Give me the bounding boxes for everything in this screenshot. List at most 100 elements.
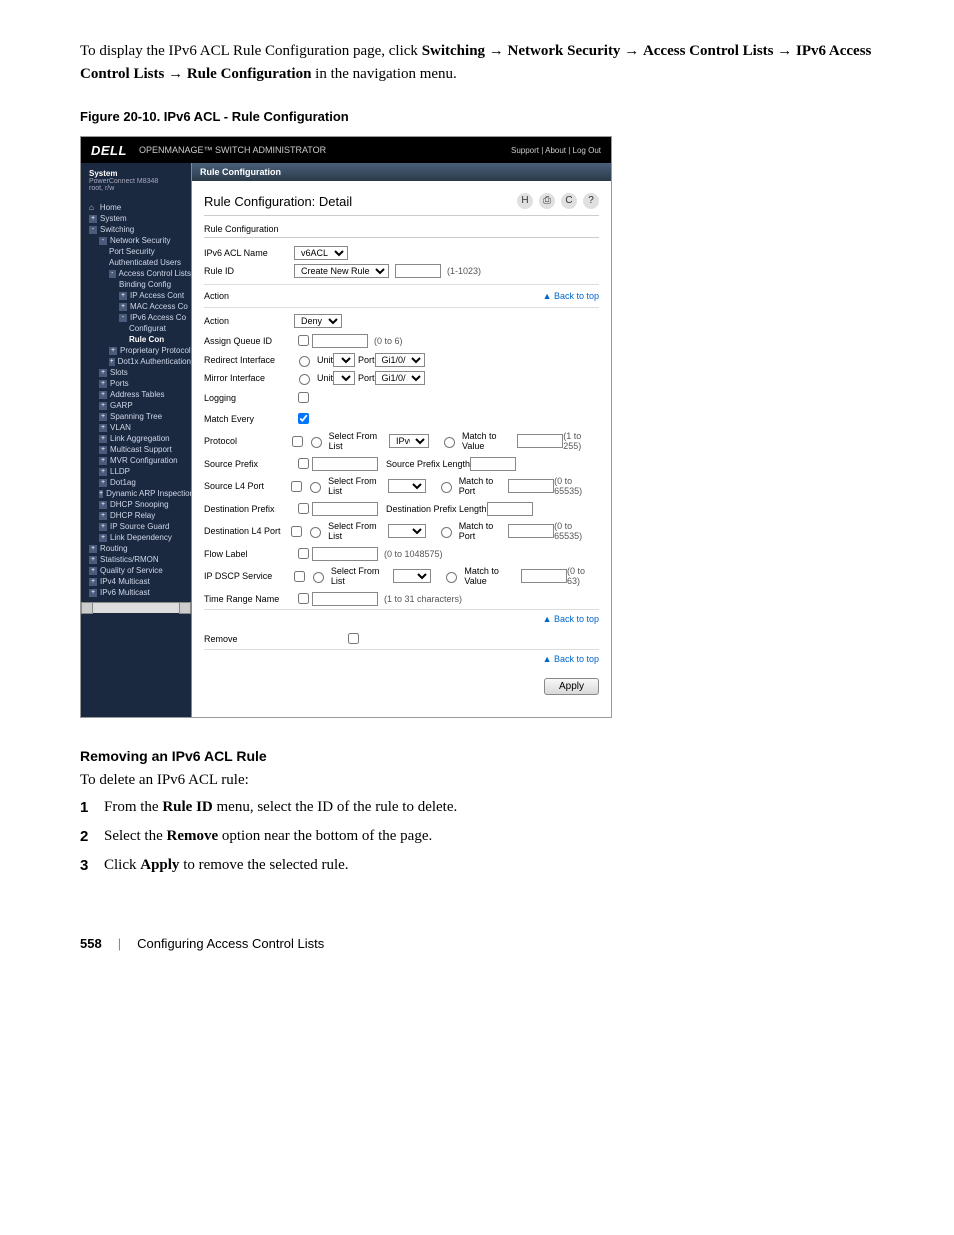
expand-icon[interactable]: +: [99, 424, 107, 432]
mirror-unit-select[interactable]: 1: [333, 371, 355, 385]
tree-item[interactable]: +DHCP Snooping: [81, 499, 191, 510]
tree-item[interactable]: +IP Access Cont: [81, 290, 191, 301]
tree-item[interactable]: +Link Dependency: [81, 532, 191, 543]
redirect-port-select[interactable]: Gi1/0/1: [375, 353, 425, 367]
print-icon[interactable]: ⎙: [539, 193, 555, 209]
tree-item[interactable]: +Dynamic ARP Inspection: [81, 488, 191, 499]
expand-icon[interactable]: +: [89, 567, 97, 575]
dst-l4-chk[interactable]: [291, 526, 302, 537]
tree-item[interactable]: +DHCP Relay: [81, 510, 191, 521]
tree-item[interactable]: +Routing: [81, 543, 191, 554]
dst-l4-port-radio[interactable]: [441, 527, 452, 538]
flow-chk[interactable]: [298, 548, 309, 559]
tree-item[interactable]: +GARP: [81, 400, 191, 411]
tree-item[interactable]: -IPv6 Access Co: [81, 312, 191, 323]
expand-icon[interactable]: +: [99, 413, 107, 421]
expand-icon[interactable]: +: [109, 347, 117, 355]
tree-item[interactable]: +Address Tables: [81, 389, 191, 400]
expand-icon[interactable]: +: [119, 292, 127, 300]
expand-icon[interactable]: +: [99, 402, 107, 410]
collapse-icon[interactable]: -: [89, 226, 97, 234]
expand-icon[interactable]: +: [99, 446, 107, 454]
dst-l4-select[interactable]: [388, 524, 425, 538]
dscp-chk[interactable]: [294, 571, 305, 582]
src-prefix-input[interactable]: [312, 457, 378, 471]
redirect-radio[interactable]: [299, 356, 310, 367]
src-l4-port-input[interactable]: [508, 479, 554, 493]
dst-l4-port-input[interactable]: [508, 524, 554, 538]
protocol-value-radio[interactable]: [444, 437, 455, 448]
scroll-right-icon[interactable]: ›: [179, 602, 191, 614]
tree-item[interactable]: Authenticated Users: [81, 257, 191, 268]
dst-prefix-input[interactable]: [312, 502, 378, 516]
tree-item[interactable]: Home: [81, 202, 191, 213]
tree-item[interactable]: +IPv4 Multicast: [81, 576, 191, 587]
tree-item[interactable]: +Multicast Support: [81, 444, 191, 455]
rule-id-input[interactable]: [395, 264, 441, 278]
dst-prefix-len-input[interactable]: [487, 502, 533, 516]
tree-item[interactable]: -Access Control Lists: [81, 268, 191, 279]
expand-icon[interactable]: +: [99, 534, 107, 542]
expand-icon[interactable]: +: [99, 380, 107, 388]
mirror-port-select[interactable]: Gi1/0/1: [375, 371, 425, 385]
expand-icon[interactable]: +: [99, 391, 107, 399]
tree-item[interactable]: +VLAN: [81, 422, 191, 433]
dscp-value-input[interactable]: [521, 569, 567, 583]
mirror-radio[interactable]: [299, 374, 310, 385]
redirect-unit-select[interactable]: 1: [333, 353, 355, 367]
logging-chk[interactable]: [298, 392, 309, 403]
tree-item[interactable]: +MVR Configuration: [81, 455, 191, 466]
expand-icon[interactable]: +: [89, 578, 97, 586]
expand-icon[interactable]: +: [99, 435, 107, 443]
back-to-top-link[interactable]: ▲ Back to top: [543, 291, 599, 301]
tree-item[interactable]: +Quality of Service: [81, 565, 191, 576]
dscp-list-radio[interactable]: [313, 572, 324, 583]
tree-item[interactable]: Port Security: [81, 246, 191, 257]
tree-item[interactable]: +Dot1x Authentication: [81, 356, 191, 367]
src-l4-list-radio[interactable]: [310, 482, 321, 493]
dst-l4-list-radio[interactable]: [310, 527, 321, 538]
src-prefix-chk[interactable]: [298, 458, 309, 469]
tree-item[interactable]: -Network Security: [81, 235, 191, 246]
time-range-chk[interactable]: [298, 593, 309, 604]
tree-item[interactable]: +Proprietary Protocol: [81, 345, 191, 356]
expand-icon[interactable]: +: [89, 556, 97, 564]
tree-item[interactable]: +Dot1ag: [81, 477, 191, 488]
tree-item[interactable]: +IP Source Guard: [81, 521, 191, 532]
expand-icon[interactable]: +: [99, 490, 103, 498]
tree-item[interactable]: Rule Con: [81, 334, 191, 345]
header-links[interactable]: Support | About | Log Out: [511, 146, 601, 155]
back-to-top-2[interactable]: ▲ Back to top: [204, 649, 599, 668]
expand-icon[interactable]: +: [109, 358, 115, 366]
tree-item[interactable]: +MAC Access Co: [81, 301, 191, 312]
tree-item[interactable]: +Slots: [81, 367, 191, 378]
tree-item[interactable]: +IPv6 Multicast: [81, 587, 191, 598]
save-icon[interactable]: H: [517, 193, 533, 209]
expand-icon[interactable]: +: [89, 215, 97, 223]
sidebar-scrollbar[interactable]: ‹ ›: [81, 602, 191, 613]
expand-icon[interactable]: +: [99, 457, 107, 465]
tree-item[interactable]: +Spanning Tree: [81, 411, 191, 422]
expand-icon[interactable]: +: [89, 589, 97, 597]
tree-item[interactable]: +Ports: [81, 378, 191, 389]
protocol-list-radio[interactable]: [311, 437, 322, 448]
dst-prefix-chk[interactable]: [298, 503, 309, 514]
assign-queue-chk[interactable]: [298, 335, 309, 346]
dscp-select[interactable]: [393, 569, 431, 583]
flow-input[interactable]: [312, 547, 378, 561]
match-every-chk[interactable]: [298, 413, 309, 424]
acl-name-select[interactable]: v6ACL: [294, 246, 348, 260]
tree-item[interactable]: +System: [81, 213, 191, 224]
back-to-top-1[interactable]: ▲ Back to top: [204, 609, 599, 628]
tree-item[interactable]: -Switching: [81, 224, 191, 235]
protocol-chk[interactable]: [292, 436, 303, 447]
protocol-select[interactable]: IPv6: [389, 434, 429, 448]
rule-id-select[interactable]: Create New Rule: [294, 264, 389, 278]
expand-icon[interactable]: +: [99, 479, 107, 487]
expand-icon[interactable]: +: [89, 545, 97, 553]
dscp-value-radio[interactable]: [446, 572, 457, 583]
tree-item[interactable]: +LLDP: [81, 466, 191, 477]
apply-button[interactable]: Apply: [544, 678, 599, 695]
expand-icon[interactable]: +: [99, 468, 107, 476]
protocol-value-input[interactable]: [517, 434, 563, 448]
